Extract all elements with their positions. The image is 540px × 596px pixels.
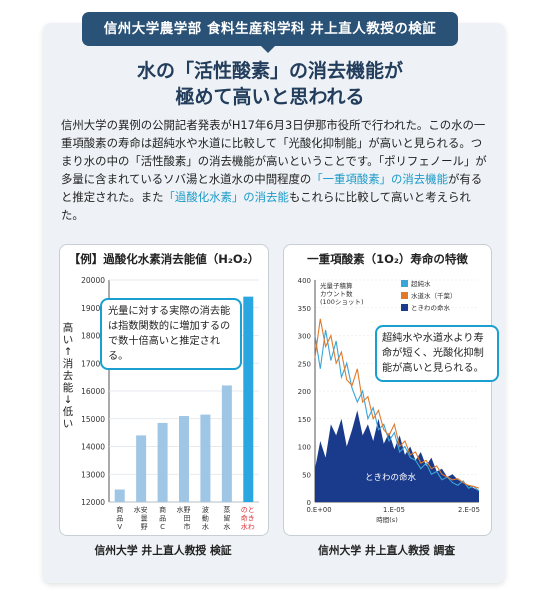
bar-y-tick-label: 19000 <box>81 304 105 313</box>
bar-mark <box>200 414 211 502</box>
banner-tail <box>260 45 276 53</box>
bar-y-tick-label: 17000 <box>81 359 105 368</box>
bar-category-label: 水 <box>223 522 230 531</box>
bar-category-label: 水 <box>134 505 141 514</box>
line-y-tick-label: 50 <box>302 471 311 479</box>
headline: 水の「活性酸素」の消去機能が 極めて高いと思われる <box>120 58 420 110</box>
bar-category-label: C <box>160 523 165 531</box>
line-series-mark <box>314 329 480 492</box>
bar-category-label: と <box>248 506 255 514</box>
bar-y-tick-label: 15000 <box>81 415 105 424</box>
line-y-tick-label: 350 <box>298 305 311 313</box>
bar-category-label: 曇 <box>141 515 148 523</box>
line-ylabel-line: カウント数 <box>320 289 353 298</box>
bar-mark <box>243 296 254 502</box>
line-chart-title: 一重項酸素（1O₂）寿命の特徴 <box>307 252 468 266</box>
bar-mark <box>136 435 147 502</box>
bar-y-tick-label: 16000 <box>81 387 105 396</box>
bar-category-label: の <box>241 506 248 514</box>
bar-category-label: 命 <box>241 514 248 523</box>
bar-category-label: 留 <box>223 514 230 523</box>
line-legend-label: 超純水 <box>411 279 431 288</box>
line-area-label: ときわの命水 <box>365 472 417 483</box>
bar-mark <box>221 385 232 502</box>
bar-category-label: き <box>248 515 255 523</box>
bar-category-label: わ <box>248 523 255 531</box>
bar-category-label: 野 <box>184 506 191 514</box>
bar-category-label: 商 <box>159 505 166 514</box>
line-y-tick-label: 400 <box>298 277 311 285</box>
line-legend-swatch <box>401 280 408 287</box>
bar-y-tick-label: 18000 <box>81 332 105 341</box>
line-chart-callout: 超純水や水道水より寿命が短く、光酸化抑制能が高いと見られる。 <box>375 325 499 382</box>
body-highlight-1: 「一重項酸素」の消去機能 <box>311 172 448 186</box>
bar-category-label: 蒸 <box>223 505 230 514</box>
bar-y-tick-label: 12000 <box>81 498 105 507</box>
line-ylabel-line: (100ショット) <box>320 298 363 306</box>
bar-category-label: 安 <box>141 505 148 514</box>
bar-category-label: 市 <box>184 522 191 531</box>
bar-chart: 12000 13000 14000 15000 16000 17000 18000 19000… <box>81 276 259 531</box>
line-ylabel-line: 光量子積算 <box>320 281 353 290</box>
line-legend-label: ときわの命水 <box>411 303 451 312</box>
bar-chart-caption: 信州大学 井上直人教授 検証 <box>94 544 232 557</box>
bar-mark <box>179 415 189 502</box>
line-y-tick-label: 100 <box>298 444 311 452</box>
bar-category-label: 野 <box>141 523 148 531</box>
line-y-tick-label: 200 <box>298 388 311 396</box>
bar-category-label: 田 <box>184 515 191 523</box>
line-legend-label: 水道水（千葉） <box>411 291 457 300</box>
line-y-tick-label: 250 <box>298 360 311 368</box>
bar-y-tick-label: 13000 <box>81 470 105 479</box>
bar-mark <box>114 489 125 502</box>
line-series-mark <box>314 318 480 489</box>
body-p3: もこれらに比較して高いと考えられた。 <box>61 190 471 222</box>
bar-y-tick-label: 14000 <box>81 443 105 452</box>
bar-category-label: 商 <box>116 505 123 514</box>
banner: 信州大学農学部 食料生産科学科 井上直人教授の検証 <box>82 12 458 46</box>
body-text: 信州大学の異例の公開記者発表がH17年6月3日伊那市役所で行われた。この水の一重… <box>61 116 491 224</box>
bar-category-label: 水 <box>177 505 184 514</box>
body-p2: が有ると推定された。また <box>61 172 483 204</box>
line-legend-swatch <box>401 292 408 299</box>
bar-y-tick-label: 20000 <box>81 276 105 285</box>
line-y-tick-label: 300 <box>298 333 311 341</box>
bar-category-label: 品 <box>159 515 166 523</box>
line-x-tick-label: 2.E-05 <box>458 506 480 514</box>
line-area-mark <box>315 410 479 502</box>
line-x-tick-label: 0.E+00 <box>306 506 331 514</box>
line-x-tick-label: 1.E-05 <box>383 506 405 514</box>
bar-category-label: 波 <box>202 505 209 514</box>
bar-category-label: V <box>117 523 122 531</box>
line-xlabel: 時間(s) <box>376 516 397 524</box>
bar-category-label: 水 <box>202 522 209 531</box>
body-p1: 信州大学の異例の公開記者発表がH17年6月3日伊那市役所で行われた。この水の一重… <box>61 118 487 186</box>
bar-mark <box>157 422 168 502</box>
bar-category-label: 動 <box>202 514 209 523</box>
bar-chart-ylabel: 高い ↑ 消去能 ↓ 低い <box>62 322 74 430</box>
headline-line1: 水の「活性酸素」の消去機能が <box>136 60 403 82</box>
headline-line2: 極めて高いと思われる <box>175 86 365 108</box>
bar-chart-callout: 光量に対する実際の消去能は指数関数的に増加するので数十倍高いと推定される。 <box>100 298 242 370</box>
line-chart: 0 50 100 150 200 250 300 350 400 光量子積算カウント数(100ショ… <box>298 277 480 524</box>
line-chart-caption: 信州大学 井上直人教授 調査 <box>317 544 456 557</box>
bar-category-label: 品 <box>116 515 123 523</box>
line-y-tick-label: 150 <box>298 416 311 424</box>
body-highlight-2: 「過酸化水素」の消去能 <box>163 190 289 204</box>
bar-category-label: 水 <box>241 522 248 531</box>
line-legend-swatch <box>401 304 408 311</box>
line-y-tick-label: 0 <box>307 499 311 507</box>
bar-chart-title: 【例】過酸化水素消去能値（H₂O₂） <box>68 252 260 266</box>
